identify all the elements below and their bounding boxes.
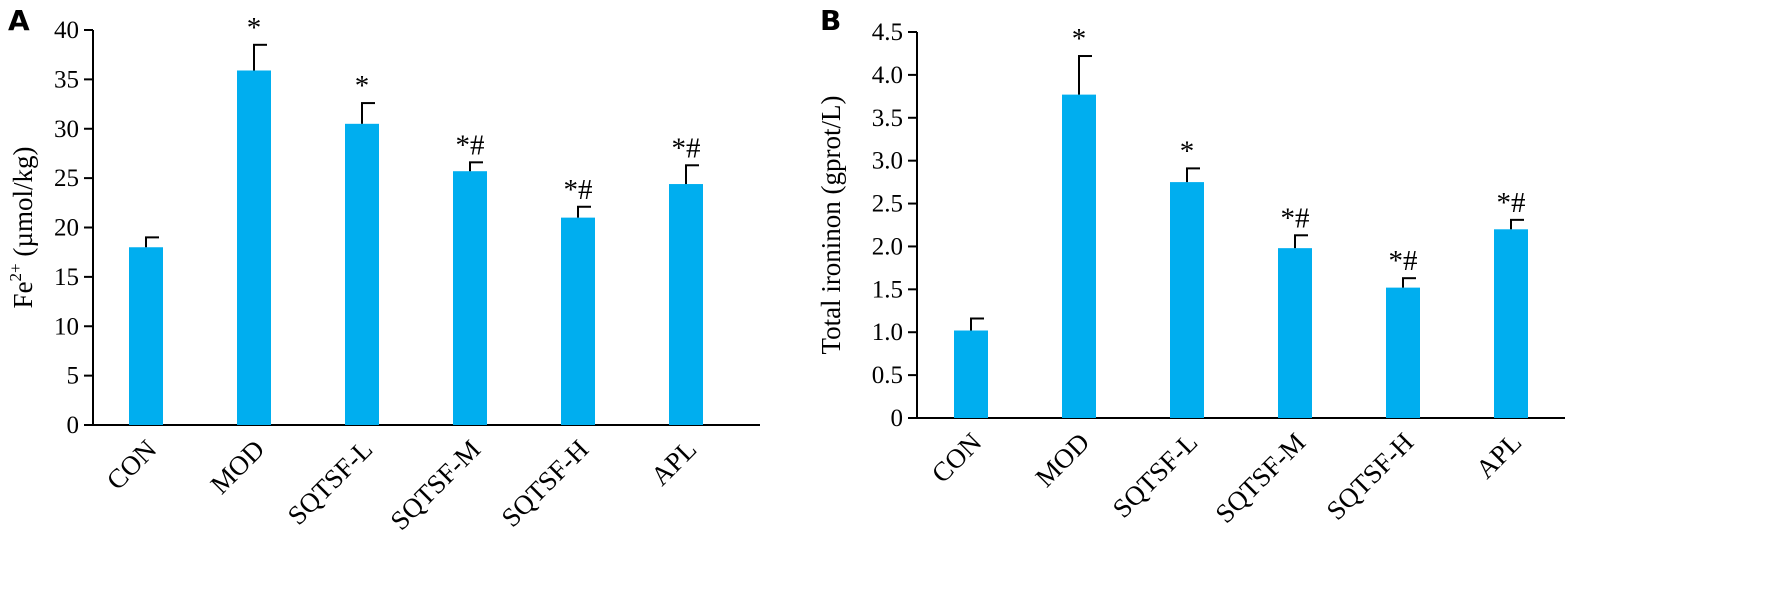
bar — [1386, 287, 1420, 418]
y-tick-label: 40 — [54, 17, 79, 44]
y-axis-title: Total ironinon (gprot/L) — [816, 95, 846, 354]
y-axis-title: Fe2+ (µmol/kg) — [6, 147, 38, 309]
chart-panel-b: B 0 0.5 1.0 1.5 2.0 2.5 3.0 3.5 4.0 4.5 CON * MOD * SQT… — [816, 4, 1565, 529]
significance-label: *# — [672, 132, 701, 164]
bar — [1278, 248, 1312, 418]
y-tick-label: 2.0 — [872, 233, 903, 260]
x-category-label: APL — [1470, 427, 1527, 484]
bar — [1062, 94, 1096, 419]
y-tick-label: 3.5 — [872, 105, 903, 132]
y-tick-label: 15 — [54, 264, 79, 291]
significance-label: *# — [1281, 202, 1310, 234]
bar — [561, 217, 595, 425]
significance-label: *# — [456, 129, 485, 161]
x-category-label: APL — [645, 434, 702, 491]
bar — [237, 70, 271, 426]
x-category-label: CON — [926, 427, 988, 489]
significance-label: *# — [564, 174, 593, 206]
chart-panel-a: A 0 5 10 15 20 25 30 35 40 CON * MOD * SQTSF-L *# SQTSF-… — [6, 4, 760, 536]
y-tick-label: 35 — [54, 66, 79, 93]
y-tick-label: 20 — [54, 215, 79, 242]
y-tick-label: 0.5 — [872, 362, 903, 389]
panel-letter: B — [820, 4, 841, 37]
y-axis-title-main: Fe — [8, 281, 38, 308]
y-axis-title-unit: (µmol/kg) — [8, 147, 38, 264]
x-category-label: SQTSF-L — [1107, 427, 1204, 524]
significance-label: * — [1072, 23, 1087, 55]
x-category-label: SQTSF-L — [282, 434, 379, 531]
significance-label: * — [247, 12, 262, 44]
y-tick-label: 4.5 — [872, 19, 903, 46]
y-tick-label: 5 — [67, 363, 80, 390]
significance-label: * — [355, 70, 370, 102]
panel-letter: A — [8, 4, 30, 37]
significance-label: *# — [1389, 245, 1418, 277]
significance-label: *# — [1497, 187, 1526, 219]
x-category-label: CON — [101, 434, 163, 496]
bar — [1494, 229, 1528, 418]
bar — [345, 123, 379, 425]
y-tick-label: 1.0 — [872, 319, 903, 346]
x-category-label: SQTSF-H — [1321, 427, 1420, 526]
y-tick-label: 0 — [67, 412, 80, 439]
bar — [669, 184, 703, 425]
y-axis-title-superscript: 2+ — [6, 263, 25, 281]
x-category-label: SQTSF-M — [1209, 427, 1311, 529]
y-tick-label: 0 — [891, 405, 904, 432]
y-tick-label: 10 — [54, 313, 79, 340]
y-tick-label: 3.0 — [872, 148, 903, 175]
y-tick-label: 25 — [54, 165, 79, 192]
y-tick-label: 2.5 — [872, 191, 903, 218]
significance-label: * — [1180, 135, 1195, 167]
bar — [1170, 182, 1204, 418]
y-tick-label: 30 — [54, 116, 79, 143]
y-tick-label: 4.0 — [872, 62, 903, 89]
bar — [453, 171, 487, 425]
bar — [129, 247, 163, 425]
y-tick-label: 1.5 — [872, 276, 903, 303]
x-category-label: MOD — [1029, 427, 1095, 493]
x-category-label: SQTSF-H — [496, 434, 595, 533]
x-category-label: MOD — [204, 434, 270, 500]
x-category-label: SQTSF-M — [384, 434, 486, 536]
bar — [954, 330, 988, 418]
